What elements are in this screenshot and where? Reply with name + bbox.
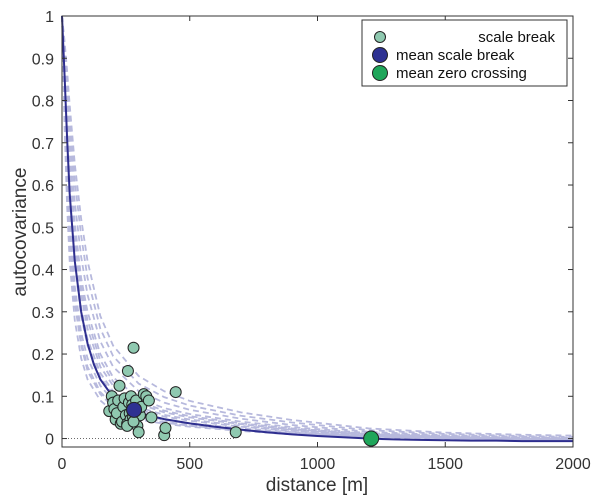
y-tick-label: 0.3 [32,305,54,322]
mean-scale-break-point [126,401,143,418]
y-tick-label: 0.5 [32,220,54,237]
plot-area [62,16,573,447]
scale-break-point [169,386,182,399]
y-tick-label: 0.1 [32,389,54,406]
x-tick-label: 1500 [427,456,463,473]
y-tick-label: 0.7 [32,136,54,153]
legend: scale break mean scale break mean zero c… [361,19,568,87]
legend-label-mean-scale-break: mean scale break [396,47,515,64]
x-tick-label: 500 [176,456,203,473]
legend-marker-mean-scale-break [372,47,388,63]
y-axis-label: autocovariance [10,168,31,297]
legend-box [361,19,568,87]
points-layer [103,341,380,447]
y-tick-label: 0 [45,432,54,449]
x-tick-label: 2000 [555,456,591,473]
legend-marker-scale-break [374,31,386,43]
y-tick-label: 0.2 [32,347,54,364]
individual-curve-12 [61,15,574,440]
y-tick-label: 0.8 [32,94,54,111]
scale-break-point [229,426,242,439]
x-tick-label: 1000 [300,456,336,473]
individual-curve-9 [61,15,574,437]
scale-break-point [113,379,126,392]
mean-zero-crossing-point [363,430,380,447]
y-tick-label: 0.6 [32,178,54,195]
scale-break-point [145,411,158,424]
x-tick-label: 0 [58,456,67,473]
y-tick-label: 0.9 [32,51,54,68]
legend-label-mean-zero-crossing: mean zero crossing [396,65,527,82]
legend-marker-mean-zero-crossing [372,65,388,81]
scale-break-point [127,341,140,354]
y-tick-label: 1 [45,9,54,26]
legend-label-scale-break: scale break [478,29,555,46]
scale-break-point [142,394,155,407]
individual-curve-7 [61,15,574,439]
scale-break-point [159,421,172,434]
x-axis-label: distance [m] [266,475,368,496]
scale-break-point [132,426,145,439]
y-tick-label: 0.4 [32,263,54,280]
scale-break-point [121,364,134,377]
mean-curve [61,15,573,443]
ticks-layer: 0 500 1000 1500 2000 0 0.1 0.2 0.3 0.4 0.5 0.6 0.7 0.… [32,9,591,473]
